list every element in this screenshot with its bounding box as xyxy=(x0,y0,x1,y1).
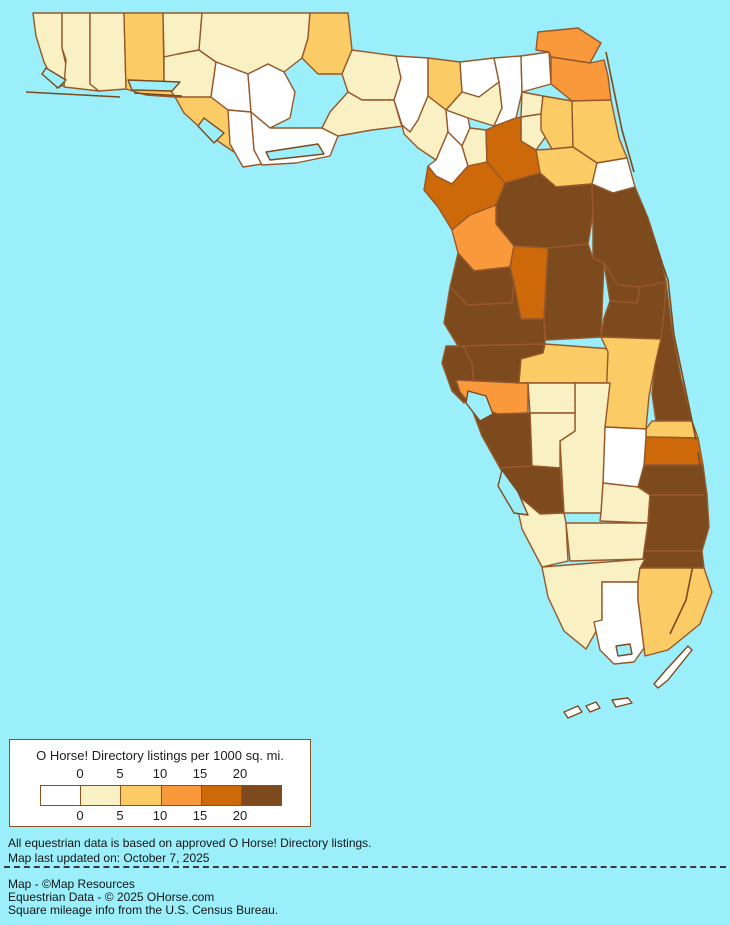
county-clay[interactable] xyxy=(540,95,574,150)
county-hardee[interactable] xyxy=(527,382,576,414)
legend-ticks-top: 0 5 10 15 20 xyxy=(40,766,280,781)
legend-swatch-10-15 xyxy=(161,786,202,805)
legend-tick-20: 20 xyxy=(232,766,248,781)
legend-title: O Horse! Directory listings per 1000 sq.… xyxy=(36,748,284,763)
county-broward[interactable] xyxy=(639,550,705,569)
legend-tick-15: 15 xyxy=(192,766,208,781)
apalachicola-bay-water xyxy=(265,143,325,161)
footer-credit-census: Square mileage info from the U.S. Census… xyxy=(8,903,279,917)
county-okaloosa[interactable] xyxy=(89,12,127,92)
footer-credit-map: Map - ©Map Resources xyxy=(8,877,135,891)
st-andrew-bay-water xyxy=(197,117,225,144)
legend-tick-0: 0 xyxy=(76,808,84,823)
barrier-island-line-3 xyxy=(605,51,635,173)
legend-ramp xyxy=(40,785,282,806)
legend-tick-20: 20 xyxy=(232,808,248,823)
legend-tick-10: 10 xyxy=(152,808,168,823)
county-brevard[interactable] xyxy=(651,281,693,422)
county-pasco[interactable] xyxy=(443,282,546,347)
legend-swatch-0 xyxy=(41,786,82,805)
choctawhatchee-bay-water xyxy=(127,79,181,92)
county-okeechobee[interactable] xyxy=(602,426,647,488)
florida-keys-island-3[interactable] xyxy=(611,697,633,708)
county-wakulla[interactable] xyxy=(321,91,405,137)
legend-swatch-5-10 xyxy=(121,786,162,805)
legend-swatch-20+ xyxy=(241,786,282,805)
county-leon[interactable] xyxy=(341,49,402,101)
county-miami-dade[interactable] xyxy=(637,567,713,657)
barrier-island-line-6 xyxy=(669,559,695,635)
county-indian-river[interactable] xyxy=(645,420,699,439)
legend-tick-5: 5 xyxy=(116,766,124,781)
legend-tick-10: 10 xyxy=(152,766,168,781)
legend-tick-0: 0 xyxy=(76,766,84,781)
whitewater-bay-water xyxy=(615,643,633,657)
county-lee[interactable] xyxy=(513,491,569,568)
charlotte-harbor-water xyxy=(497,469,529,516)
florida-keys-island-1[interactable] xyxy=(563,705,583,719)
county-palm-beach[interactable] xyxy=(643,494,710,552)
legend-ticks-bottom: 0 5 10 15 20 xyxy=(40,808,280,823)
county-martin[interactable] xyxy=(637,464,708,496)
barrier-island-line-5 xyxy=(697,451,707,501)
county-nassau[interactable] xyxy=(535,27,602,64)
legend-tick-15: 15 xyxy=(192,808,208,823)
county-baker[interactable] xyxy=(520,51,552,93)
county-lake[interactable] xyxy=(543,243,605,341)
legend-swatch-15-20 xyxy=(201,786,242,805)
legend-box: O Horse! Directory listings per 1000 sq.… xyxy=(9,739,311,827)
footer-dashed-divider xyxy=(4,866,726,868)
county-union[interactable] xyxy=(520,91,544,118)
florida-keys-island-2[interactable] xyxy=(585,701,601,713)
pensacola-bay-water xyxy=(41,67,67,89)
barrier-island-line-1 xyxy=(25,91,121,98)
footer-credit-data: Equestrian Data - © 2025 OHorse.com xyxy=(8,890,215,904)
barrier-island-line-2 xyxy=(133,92,183,97)
legend-tick-5: 5 xyxy=(116,808,124,823)
tampa-bay-water xyxy=(465,390,494,422)
barrier-island-line-4 xyxy=(641,204,697,441)
county-gadsden[interactable] xyxy=(301,12,353,75)
legend-swatch-0-5 xyxy=(81,786,122,805)
county-duval[interactable] xyxy=(550,56,612,102)
footer-updated-date: Map last updated on: October 7, 2025 xyxy=(8,851,210,865)
county-washington[interactable] xyxy=(163,49,217,101)
county-hendry[interactable] xyxy=(565,522,649,562)
footer-data-note: All equestrian data is based on approved… xyxy=(8,836,372,850)
florida-keys-island-4[interactable] xyxy=(653,645,693,689)
county-st-lucie[interactable] xyxy=(643,436,704,466)
